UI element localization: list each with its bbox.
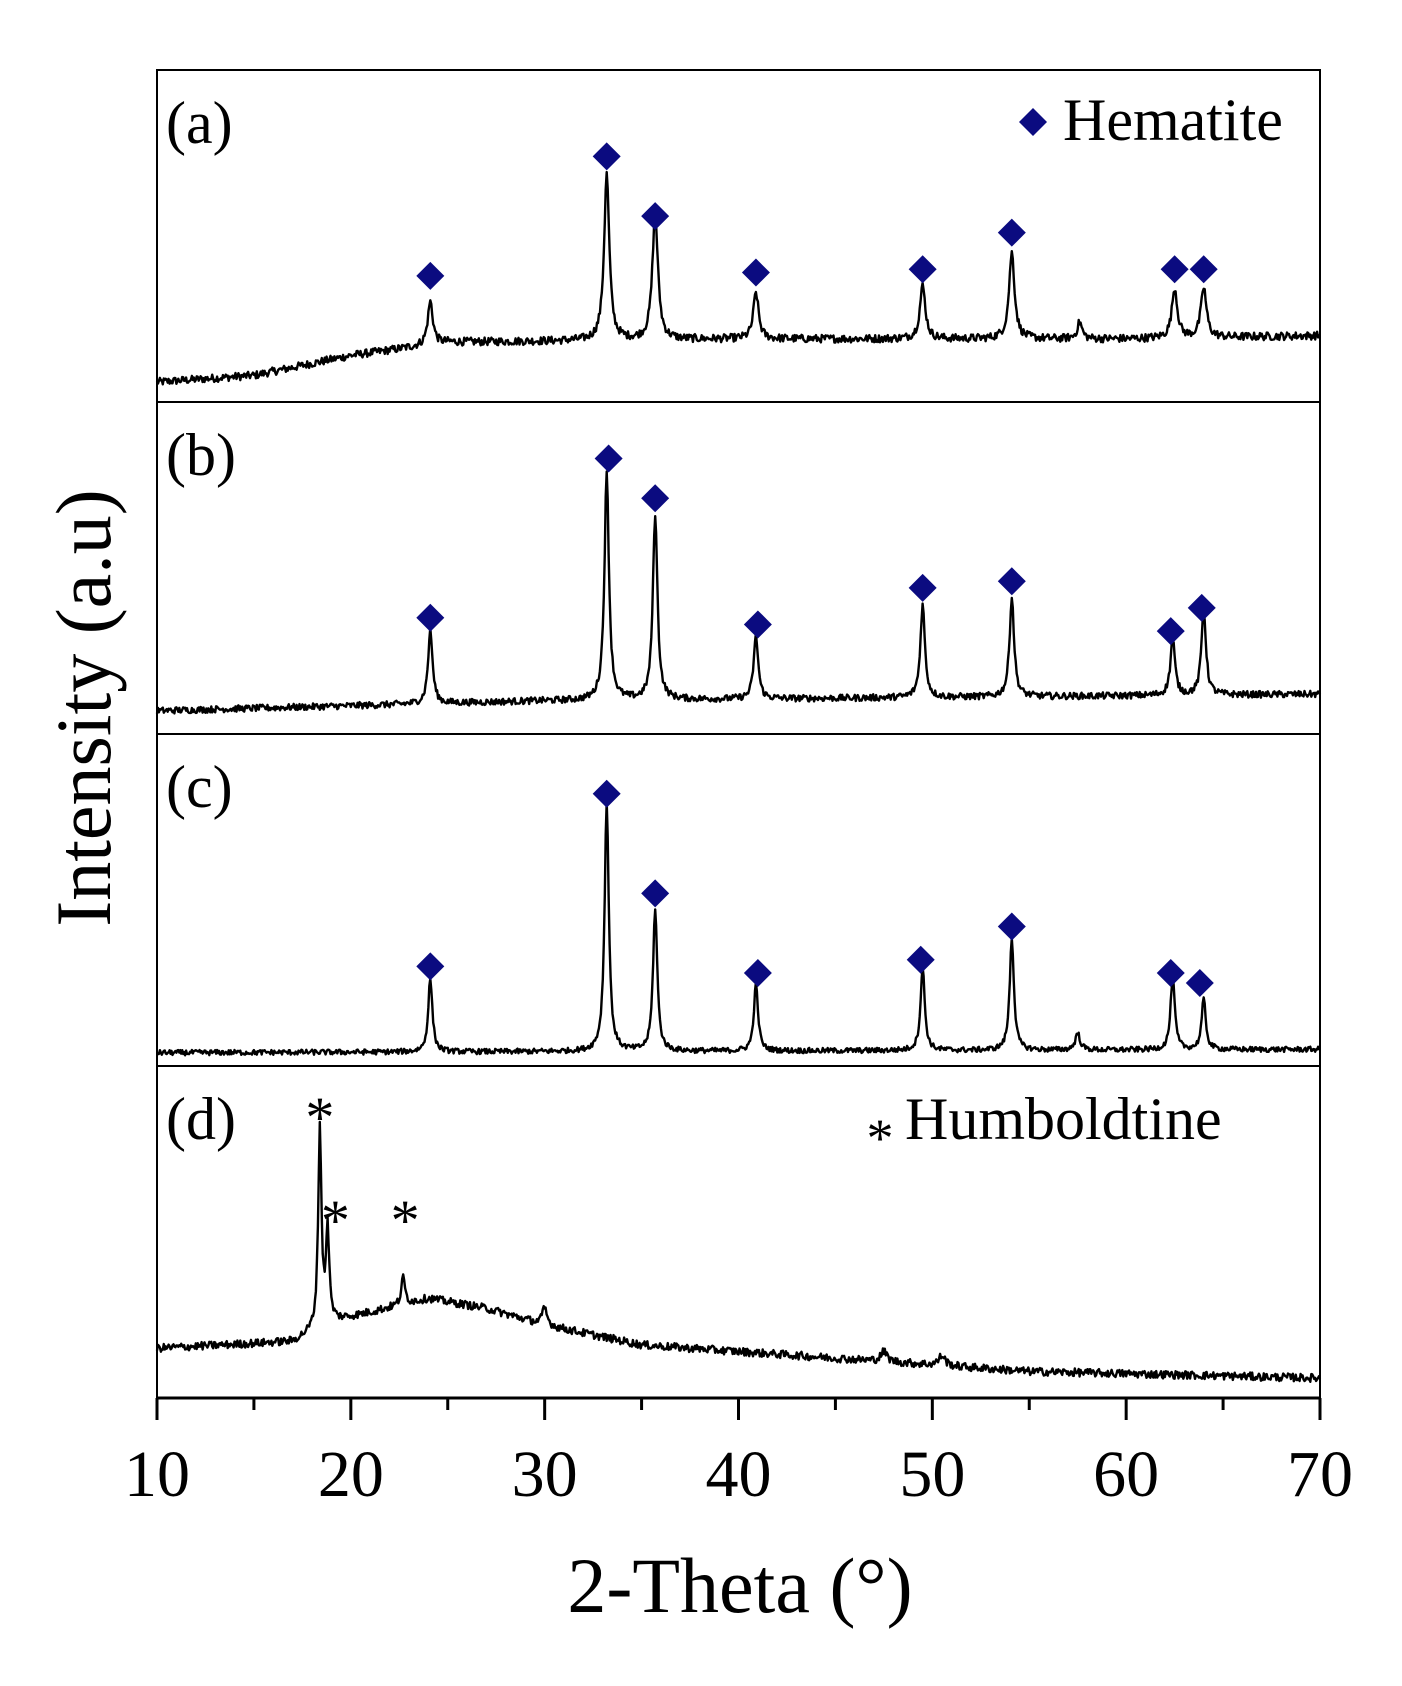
hematite-peak-marker [1156,959,1185,988]
hematite-peak-marker [997,567,1026,596]
hematite-peak-marker [743,610,772,639]
panel-b: (b) [155,422,1322,715]
x-tick-label: 20 [318,1438,384,1511]
legend-diamond-icon [1019,108,1047,136]
legend-humboldtine: * Humboldtine [867,1086,1222,1168]
x-tick-label: 70 [1287,1438,1353,1511]
hematite-peak-marker [997,218,1026,247]
hematite-peak-marker [592,779,621,808]
legend-text: Humboldtine [905,1086,1222,1152]
xrd-trace [155,170,1321,386]
panel-label: (d) [166,1086,236,1152]
hematite-peak-marker [1187,593,1216,622]
hematite-peak-marker [906,945,935,974]
hematite-peak-marker [641,202,670,231]
legend-asterisk-icon: * [867,1108,894,1168]
humboldtine-peak-marker: * [321,1188,350,1253]
humboldtine-peak-marker: * [391,1188,420,1253]
panel-c: (c) [156,754,1321,1057]
hematite-peak-marker [997,912,1026,941]
x-tick-label: 10 [124,1438,190,1511]
xrd-trace [156,800,1321,1057]
hematite-peak-marker [908,573,937,602]
panel-frame [156,401,1321,735]
hematite-peak-marker [743,959,772,988]
hematite-peak-marker [908,255,937,284]
x-tick-label: 50 [899,1438,965,1511]
panel-frame [156,733,1321,1067]
y-axis-label: Intensity (a.u) [40,489,127,927]
legend-hematite: Hematite [1019,87,1283,153]
panel-label: (c) [166,754,233,820]
x-axis: 10 20 30 40 50 60 70 [124,1396,1353,1511]
humboldtine-peak-marker: * [305,1085,334,1150]
hematite-peak-marker [1156,617,1185,646]
panel-a: (a) [155,90,1321,386]
panel-d: * * * (d) [155,1085,1322,1383]
xrd-trace [155,470,1322,715]
hematite-peak-marker [592,142,621,171]
hematite-peak-marker [741,258,770,287]
hematite-peak-marker [416,261,445,290]
legend-text: Hematite [1063,87,1283,153]
x-tick-label: 40 [706,1438,772,1511]
hematite-peak-marker [1160,255,1189,284]
hematite-peak-marker [1189,255,1218,284]
hematite-peak-marker [641,879,670,908]
xrd-trace [155,1120,1322,1383]
hematite-peak-marker [641,484,670,513]
hematite-peak-marker [416,952,445,981]
panel-label: (b) [166,422,236,488]
hematite-peak-marker [594,444,623,473]
x-tick-label: 30 [512,1438,578,1511]
x-axis-label: 2-Theta (°) [567,1542,912,1629]
hematite-peak-marker [416,603,445,632]
hematite-peak-marker [1185,969,1214,997]
panel-label: (a) [166,90,233,156]
x-tick-label: 60 [1093,1438,1159,1511]
panels-layer: (a)(b)(c)** *(d)Hematite* Humboldtine [155,87,1322,1383]
